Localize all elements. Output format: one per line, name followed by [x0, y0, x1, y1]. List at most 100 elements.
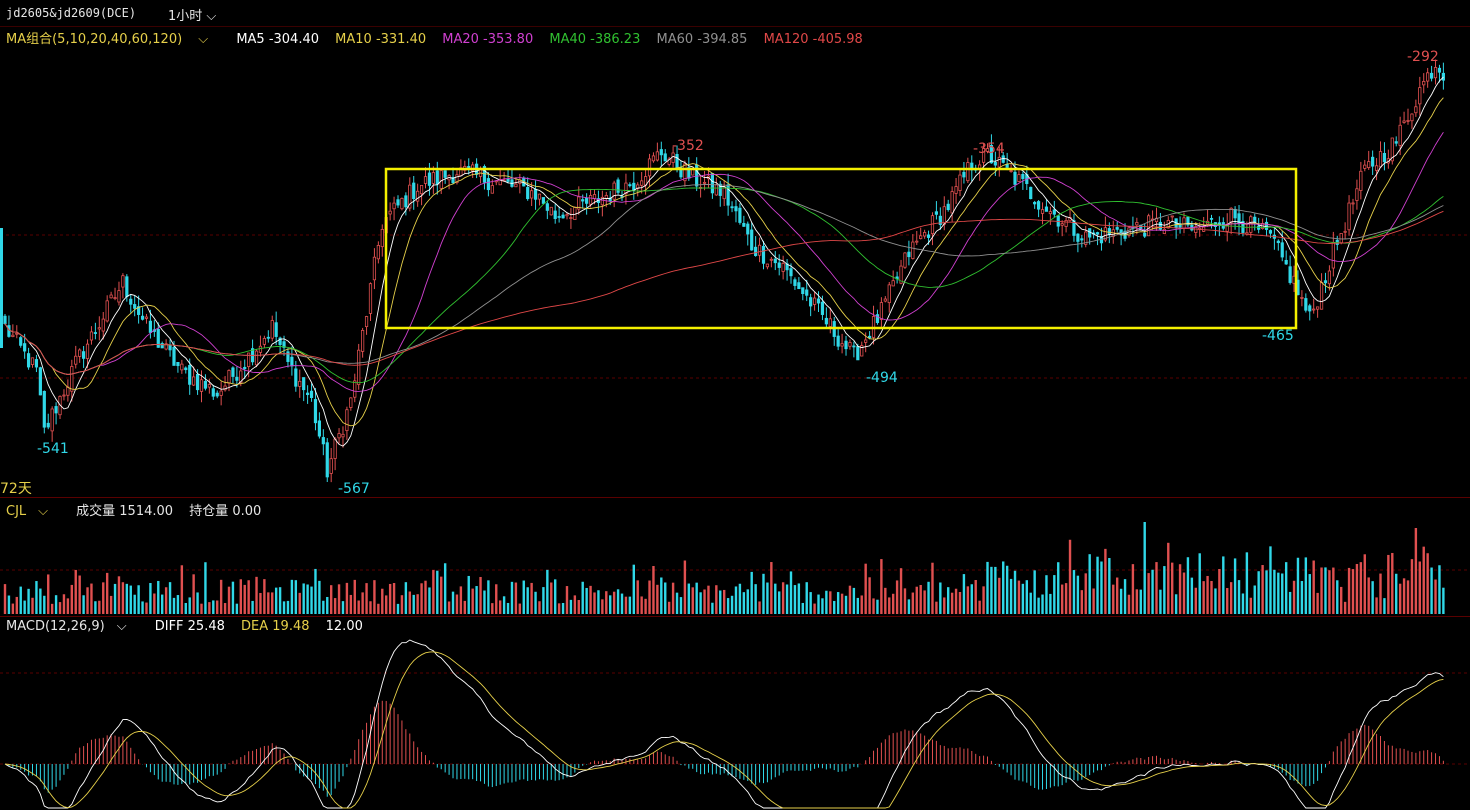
candle-body [392, 202, 396, 210]
volume-bar [805, 582, 808, 614]
volume-bar [1328, 570, 1331, 614]
candle-body [1115, 227, 1119, 230]
candle-body [797, 282, 801, 290]
candle-body [812, 297, 817, 305]
volume-bar [1426, 553, 1429, 614]
volume-bar [314, 568, 317, 614]
candle-body [1048, 211, 1052, 215]
ma40-value: MA40 -386.23 [549, 32, 641, 47]
volume-bar [699, 592, 702, 614]
volume-bar [251, 600, 254, 614]
candle-body [726, 184, 730, 206]
candle-body [270, 320, 274, 339]
candle-body [1323, 280, 1328, 284]
candle-body [942, 206, 946, 225]
candle-body [718, 183, 722, 196]
volume-bar [145, 602, 148, 614]
chevron-down-icon: ⌵ [202, 9, 217, 24]
candle-body [1284, 259, 1288, 265]
candle-body [184, 367, 188, 371]
volume-bar [385, 595, 388, 614]
volume-bar [137, 585, 140, 614]
volume-bar [1383, 598, 1386, 614]
volume-bar [766, 582, 769, 614]
volume-bar [208, 602, 211, 614]
volume-bar [557, 603, 561, 614]
volume-bar [726, 598, 730, 614]
candle-body [101, 318, 105, 332]
volume-bar [982, 586, 985, 614]
volume-bar [302, 583, 305, 614]
volume-bar [196, 592, 199, 614]
volume-bar [675, 592, 679, 614]
volume-bar [998, 577, 1001, 614]
candle-body [585, 197, 589, 204]
volume-bar [1198, 553, 1201, 614]
volume-bar [341, 601, 345, 614]
candle-body [361, 329, 365, 352]
candle-body [938, 215, 942, 225]
volume-indicator-selector[interactable]: CJL ⌵ [6, 504, 60, 519]
candle-body [262, 338, 266, 345]
candle-body [1084, 231, 1088, 245]
volume-bar [396, 603, 400, 614]
divider [0, 497, 1470, 498]
candle-body [70, 366, 74, 392]
candle-body [1394, 141, 1398, 144]
candle-body [376, 244, 380, 260]
candle-body [388, 210, 392, 215]
candle-body [325, 442, 329, 478]
volume-bar [1229, 582, 1233, 614]
volume-bar [1375, 597, 1378, 614]
volume-bar [436, 570, 439, 614]
volume-bar [962, 574, 966, 614]
candle-body [1017, 174, 1021, 182]
volume-bar [129, 585, 132, 614]
candle-body [1398, 124, 1402, 146]
volume-bar [1186, 557, 1190, 614]
candle-body [416, 190, 420, 202]
macd-indicator-selector[interactable]: MACD(12,26,9) ⌵ [6, 619, 139, 634]
candle-body [663, 153, 667, 162]
divider [0, 616, 1470, 617]
volume-bar [1096, 556, 1099, 614]
volume-bar [377, 603, 380, 614]
low-label-4: -465 [1262, 328, 1294, 344]
volume-bar [707, 585, 710, 614]
period-selector[interactable]: 1小时 ⌵ [168, 5, 216, 24]
volume-bar [1017, 580, 1021, 614]
candle-body [993, 161, 997, 166]
volume-bar [78, 575, 81, 614]
volume-bar [153, 593, 156, 614]
candle-body [451, 177, 455, 184]
candle-body [962, 171, 966, 178]
ma-line-ma40 [4, 187, 1444, 384]
volume-bar [329, 585, 333, 614]
candle-body [1426, 72, 1430, 82]
volume-bar [1387, 554, 1390, 614]
volume-bar [1406, 580, 1410, 614]
ma-line-ma10 [4, 97, 1444, 427]
ma-group-selector[interactable]: MA组合(5,10,20,40,60,120) ⌵ [6, 32, 220, 47]
volume-bar [113, 583, 117, 614]
volume-bar [797, 583, 801, 614]
volume-bar [408, 591, 411, 614]
candle-body [254, 350, 259, 366]
volume-bar [388, 583, 392, 614]
volume-bar [43, 595, 46, 614]
candle-body [1013, 171, 1017, 185]
volume-bar [687, 583, 691, 614]
volume-bar [1053, 575, 1056, 614]
volume-bar [667, 601, 671, 614]
volume-bar [392, 583, 396, 614]
candle-body [549, 206, 553, 216]
volume-bar [381, 588, 384, 614]
volume-bar [722, 589, 726, 614]
volume-bar [259, 592, 262, 614]
volume-bar [573, 595, 577, 614]
volume-bar [895, 580, 899, 614]
volume-bar [98, 600, 101, 614]
candle-body [1319, 282, 1324, 310]
volume-bar [994, 566, 997, 614]
